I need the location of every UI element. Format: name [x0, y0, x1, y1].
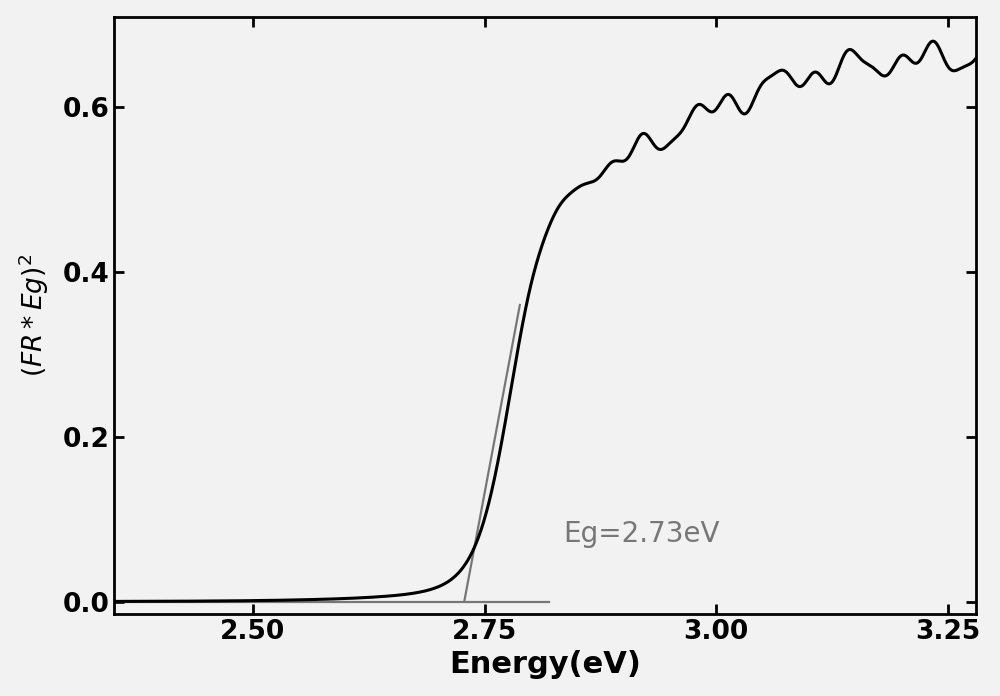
X-axis label: Energy(eV): Energy(eV)	[449, 650, 641, 679]
Text: Eg=2.73eV: Eg=2.73eV	[563, 520, 720, 548]
Y-axis label: $(FR*Eg)^2$: $(FR*Eg)^2$	[17, 253, 51, 377]
